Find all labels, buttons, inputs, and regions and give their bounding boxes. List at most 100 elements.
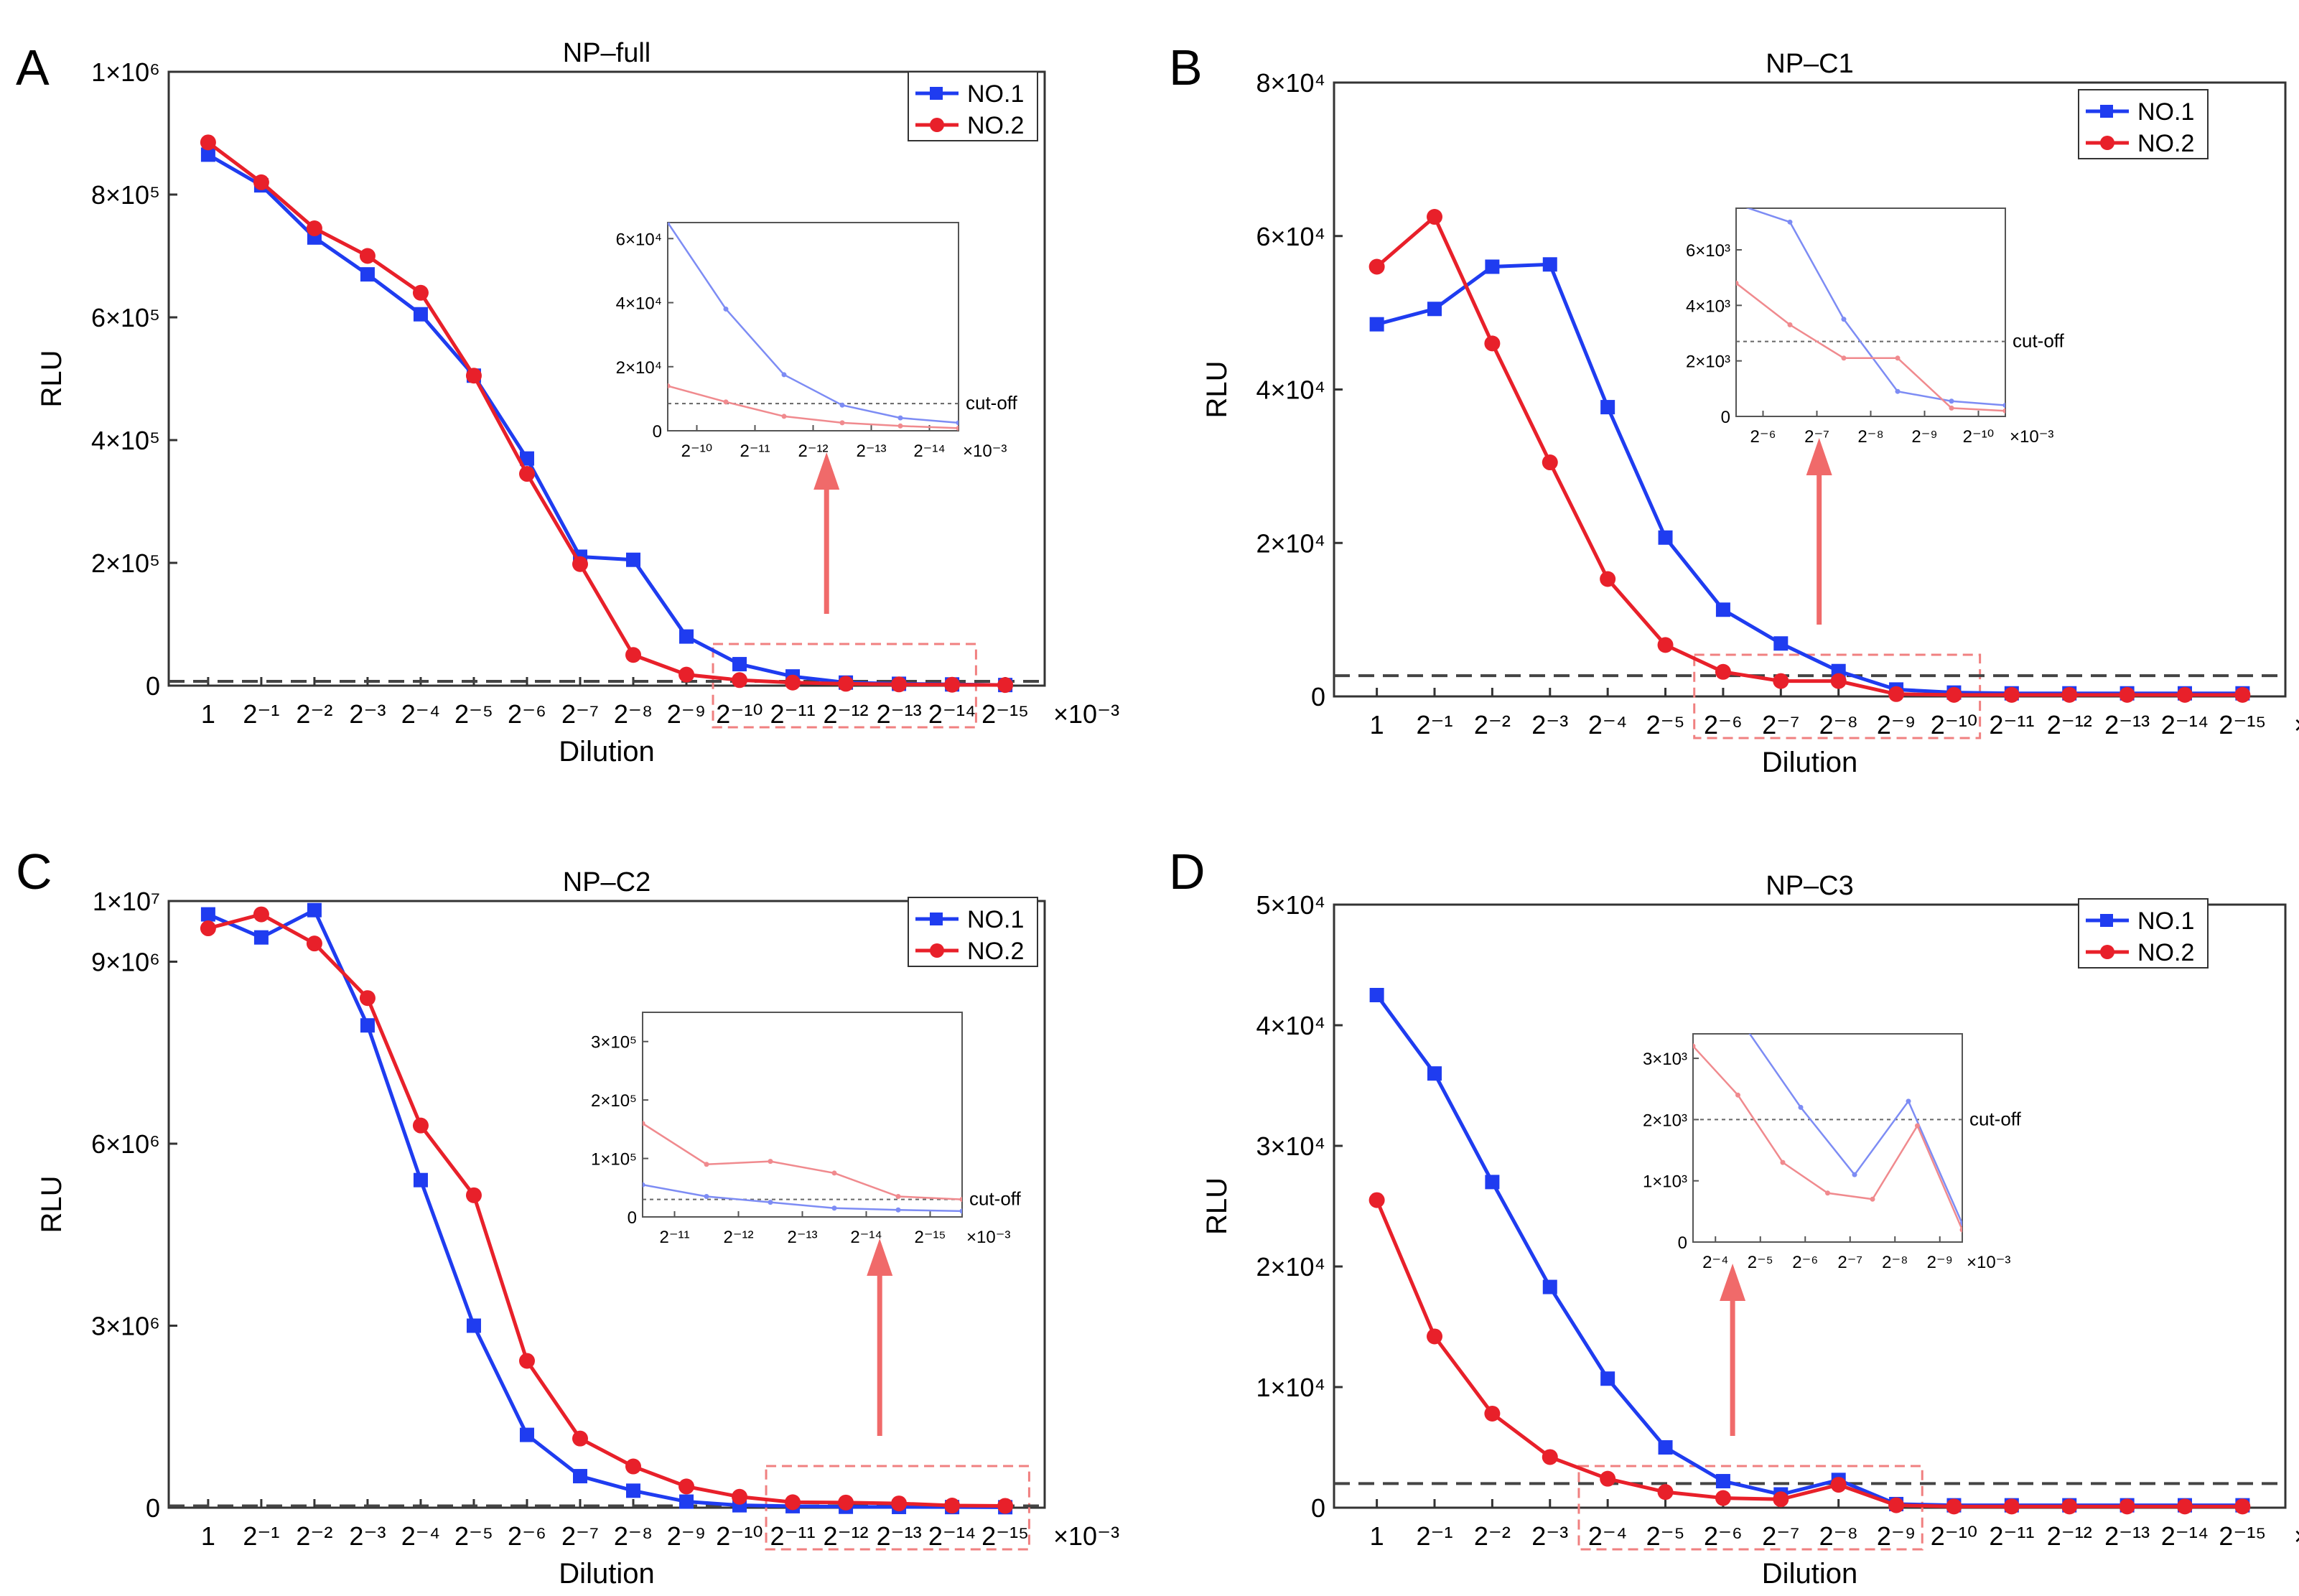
inset-y-tick-label: 6×10⁴ <box>616 230 662 249</box>
inset-data-point <box>768 1159 773 1165</box>
inset-data-point <box>1736 280 1739 286</box>
y-tick-label: 1×10⁶ <box>91 57 160 87</box>
y-axis-label: RLU <box>36 350 67 407</box>
x-tick-label: 1 <box>201 1521 215 1551</box>
y-axis-label: RLU <box>36 1175 67 1233</box>
inset-data-point <box>1734 202 1739 207</box>
inset-x-multiplier: ×10⁻³ <box>966 1228 1010 1247</box>
inset-series-line-NO.1 <box>668 223 959 424</box>
data-point <box>1715 1474 1730 1489</box>
data-point <box>678 1478 695 1495</box>
y-tick-label: 0 <box>146 671 160 701</box>
y-tick-label: 0 <box>1311 1493 1325 1523</box>
x-tick-label: 2⁻¹² <box>2047 710 2092 739</box>
inset-x-tick-label: 2⁻⁸ <box>1882 1253 1908 1272</box>
panel-letter: D <box>1169 844 1206 900</box>
plot-frame <box>167 70 1046 687</box>
data-point <box>2234 686 2251 703</box>
x-tick-label: 2⁻³ <box>349 699 386 729</box>
inset-data-point <box>897 415 903 421</box>
inset-x-tick-label: 2⁻⁵ <box>1748 1253 1773 1272</box>
y-tick-label: 6×10⁴ <box>1256 222 1325 251</box>
inset-x-tick-label: 2⁻⁷ <box>1804 427 1829 447</box>
inset-data-point <box>1691 1027 1696 1032</box>
data-point <box>626 552 641 567</box>
x-tick-label: 2⁻¹² <box>2047 1521 2092 1551</box>
data-point <box>572 556 588 572</box>
series-line-NO.2 <box>207 141 1006 687</box>
data-point <box>1542 1279 1557 1294</box>
inset-x-multiplier: ×10⁻³ <box>2010 427 2053 447</box>
data-point <box>944 676 961 693</box>
inset-series-line-NO.2 <box>643 1122 962 1200</box>
chart-title: NP–C3 <box>1766 871 1854 901</box>
data-point <box>1368 258 1385 275</box>
inset-x-tick-label: 2⁻¹² <box>724 1228 754 1247</box>
data-point <box>625 1458 642 1475</box>
inset-data-point <box>723 399 729 405</box>
x-axis-label: Dilution <box>1762 747 1857 778</box>
data-point <box>413 1172 428 1187</box>
inset-y-tick-label: 4×10⁴ <box>616 294 662 314</box>
inset-data-point <box>1949 398 1954 404</box>
data-point <box>1658 1440 1673 1455</box>
data-point <box>1369 988 1384 1002</box>
chart-title: NP–C1 <box>1766 49 1854 79</box>
data-point <box>2119 1498 2135 1515</box>
inset-data-point <box>1735 1092 1740 1098</box>
y-axis-label: RLU <box>1201 360 1233 418</box>
data-point <box>2003 686 2020 703</box>
data-point <box>997 677 1014 694</box>
inset-data-point <box>704 1162 709 1167</box>
legend-box <box>908 71 1038 141</box>
inset-y-tick-label: 1×10³ <box>1643 1172 1687 1192</box>
x-tick-label: 2⁻² <box>1474 1521 1511 1551</box>
inset-x-tick-label: 2⁻¹⁰ <box>1963 427 1995 447</box>
data-point <box>678 666 695 683</box>
legend-label: NO.1 <box>2137 98 2194 126</box>
data-point <box>306 935 322 952</box>
data-point <box>1600 571 1616 587</box>
data-point <box>997 1498 1014 1514</box>
data-point <box>1715 602 1730 617</box>
inset-data-point <box>1798 1104 1804 1110</box>
inset-x-tick-label: 2⁻⁹ <box>1927 1253 1953 1272</box>
inset-cutoff-label: cut-off <box>969 1188 1022 1210</box>
inset-x-multiplier: ×10⁻³ <box>1967 1253 2010 1272</box>
data-point <box>1830 1477 1847 1493</box>
inset-frame <box>667 222 959 431</box>
inset-series-line-NO.2 <box>668 385 959 429</box>
data-point <box>1542 454 1558 471</box>
legend-label: NO.1 <box>967 906 1024 933</box>
inset-data-point <box>839 420 845 426</box>
y-tick-label: 8×10⁵ <box>91 180 160 210</box>
data-point <box>1485 259 1500 274</box>
legend-marker <box>2100 914 2113 927</box>
x-axis-label: Dilution <box>559 1558 654 1590</box>
data-point <box>1600 400 1615 415</box>
x-multiplier: ×10⁻³ <box>2294 1521 2299 1551</box>
inset-y-tick-label: 2×10³ <box>1686 353 1730 372</box>
chart-title: NP–C2 <box>563 867 651 897</box>
series-line-NO.2 <box>1375 213 2243 697</box>
x-tick-label: 2⁻⁹ <box>1877 710 1916 739</box>
y-tick-label: 8×10⁴ <box>1256 68 1325 98</box>
x-multiplier: ×10⁻³ <box>1053 699 1119 729</box>
data-point <box>360 267 375 282</box>
inset-frame <box>1692 1033 1963 1243</box>
panel-a: A NP–full 0 2×10⁵ 4×10⁵ 6×10⁵ 8×10⁵ 1×10⁶ RLU 1 2⁻… <box>16 38 1119 767</box>
series-line-NO.1 <box>207 907 1006 1509</box>
x-tick-label: 2⁻⁶ <box>1704 1521 1743 1551</box>
legend-label: NO.2 <box>967 938 1024 965</box>
zoom-arrow-head <box>813 452 840 490</box>
data-point <box>1715 1490 1731 1506</box>
inset-y-tick-label: 0 <box>628 1208 637 1228</box>
y-tick-label: 5×10⁴ <box>1256 890 1325 920</box>
inset-y-tick-label: 2×10⁴ <box>616 358 662 378</box>
data-point <box>891 676 908 693</box>
inset-data-point <box>2002 408 2005 414</box>
inset-data-point <box>768 1200 773 1205</box>
inset-x-tick-label: 2⁻¹⁴ <box>913 442 945 461</box>
x-tick-label: 2⁻⁵ <box>1646 710 1685 739</box>
